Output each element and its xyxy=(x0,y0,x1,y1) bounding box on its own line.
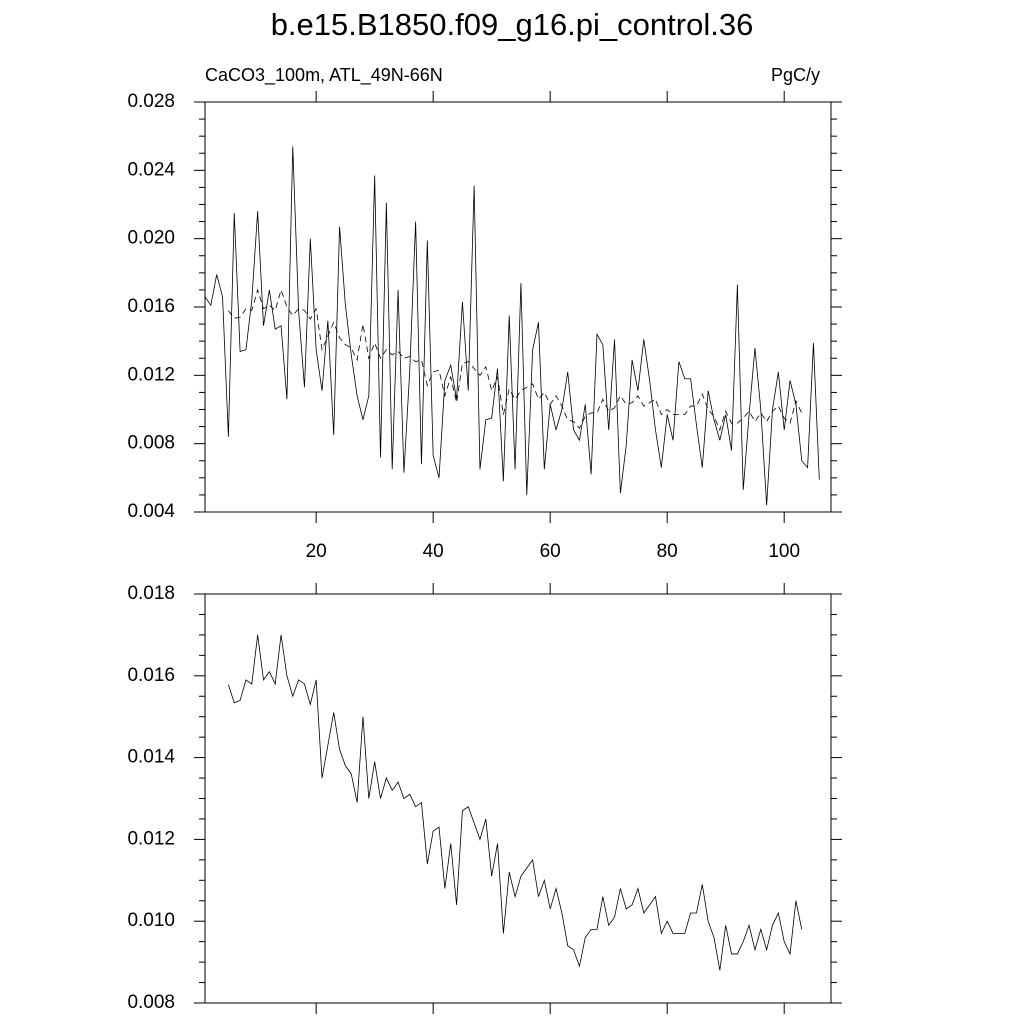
y-tick-label: 0.012 xyxy=(127,364,175,385)
data-line xyxy=(228,634,803,971)
dashed-line xyxy=(228,288,803,432)
y-tick-label: 0.020 xyxy=(127,228,175,249)
x-tick-label: 20 xyxy=(306,541,327,562)
y-tick-label: 0.018 xyxy=(127,583,175,604)
subtitle-right: PgC/y xyxy=(771,65,820,85)
plot-frame xyxy=(204,593,832,1004)
x-tick-label: 40 xyxy=(423,541,444,562)
x-tick-label: 80 xyxy=(657,541,678,562)
y-tick-label: 0.012 xyxy=(127,828,175,849)
x-tick-label: 60 xyxy=(540,541,561,562)
data-line xyxy=(204,146,820,506)
y-tick-label: 0.008 xyxy=(127,992,175,1013)
y-tick-label: 0.004 xyxy=(127,501,175,522)
plot-frame xyxy=(204,101,832,513)
y-tick-label: 0.008 xyxy=(127,433,175,454)
y-tick-label: 0.028 xyxy=(127,91,175,112)
y-tick-label: 0.014 xyxy=(127,747,175,768)
y-tick-label: 0.016 xyxy=(127,665,175,686)
y-tick-label: 0.024 xyxy=(127,159,175,180)
chart-title: b.e15.B1850.f09_g16.pi_control.36 xyxy=(271,7,754,42)
y-tick-label: 0.010 xyxy=(127,910,175,931)
x-tick-label: 100 xyxy=(768,541,800,562)
subtitle-left: CaCO3_100m, ATL_49N-66N xyxy=(205,65,443,86)
y-tick-label: 0.016 xyxy=(127,296,175,317)
